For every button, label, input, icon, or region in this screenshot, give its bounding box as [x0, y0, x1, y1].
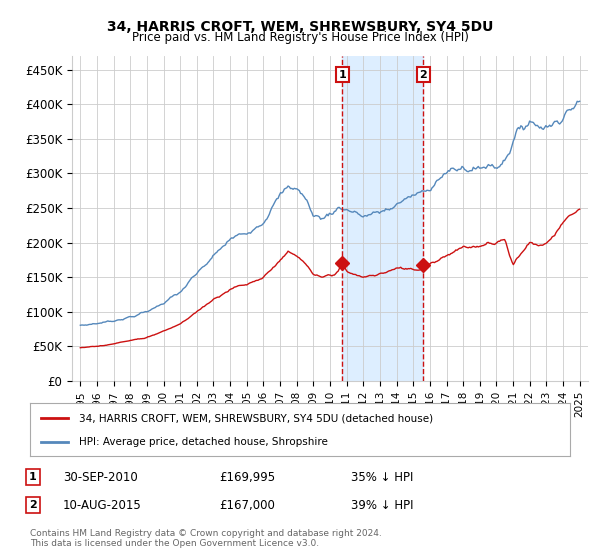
Text: 2: 2	[29, 500, 37, 510]
Text: £167,000: £167,000	[219, 498, 275, 512]
Text: Contains HM Land Registry data © Crown copyright and database right 2024.
This d: Contains HM Land Registry data © Crown c…	[30, 529, 382, 548]
Text: 34, HARRIS CROFT, WEM, SHREWSBURY, SY4 5DU: 34, HARRIS CROFT, WEM, SHREWSBURY, SY4 5…	[107, 20, 493, 34]
Text: 39% ↓ HPI: 39% ↓ HPI	[351, 498, 413, 512]
Text: 10-AUG-2015: 10-AUG-2015	[63, 498, 142, 512]
Text: 1: 1	[29, 472, 37, 482]
Text: HPI: Average price, detached house, Shropshire: HPI: Average price, detached house, Shro…	[79, 436, 328, 446]
Text: 30-SEP-2010: 30-SEP-2010	[63, 470, 138, 484]
Text: Price paid vs. HM Land Registry's House Price Index (HPI): Price paid vs. HM Land Registry's House …	[131, 31, 469, 44]
Text: £169,995: £169,995	[219, 470, 275, 484]
Text: 35% ↓ HPI: 35% ↓ HPI	[351, 470, 413, 484]
Text: 1: 1	[338, 69, 346, 80]
Text: 34, HARRIS CROFT, WEM, SHREWSBURY, SY4 5DU (detached house): 34, HARRIS CROFT, WEM, SHREWSBURY, SY4 5…	[79, 413, 433, 423]
Bar	[343, 56, 424, 381]
Text: 2: 2	[419, 69, 427, 80]
